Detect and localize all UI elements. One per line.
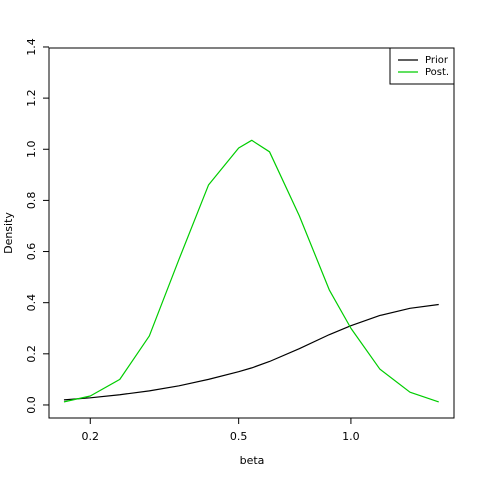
plot-frame: [48, 47, 455, 419]
y-tick-label: 0.6: [25, 243, 38, 261]
line-series: [63, 303, 439, 401]
y-axis-label: Density: [2, 212, 15, 254]
y-tick-label: 1.0: [25, 141, 38, 159]
legend-label: Post.: [425, 67, 449, 78]
y-tick-label: 1.2: [25, 89, 38, 107]
legend-label: Prior: [425, 55, 449, 66]
y-tick-label: 1.4: [25, 38, 38, 56]
y-tick-label: 0.0: [25, 396, 38, 414]
x-tick-label: 0.2: [82, 430, 100, 443]
legend-box: [389, 47, 455, 85]
x-tick-label: 1.0: [342, 430, 360, 443]
y-tick-label: 0.4: [25, 294, 38, 312]
x-tick-label: 0.5: [230, 430, 248, 443]
line-series: [63, 139, 439, 403]
y-tick-label: 0.8: [25, 192, 38, 210]
y-tick-label: 0.2: [25, 345, 38, 363]
x-axis-label: beta: [240, 454, 265, 467]
